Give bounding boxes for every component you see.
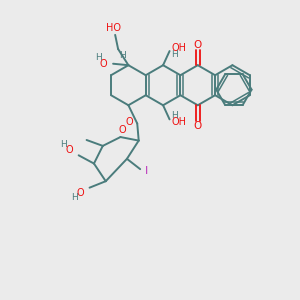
Text: O: O — [118, 125, 126, 135]
Text: I: I — [145, 167, 148, 176]
Text: H: H — [95, 53, 102, 62]
Text: O: O — [194, 40, 202, 50]
Text: H: H — [61, 140, 67, 149]
Text: O: O — [100, 59, 107, 69]
Text: H: H — [171, 50, 178, 59]
Text: H: H — [119, 51, 126, 60]
Text: H: H — [71, 194, 78, 202]
Text: O: O — [76, 188, 84, 198]
Text: O: O — [65, 145, 73, 155]
Text: HO: HO — [106, 23, 121, 33]
Text: OH: OH — [172, 43, 187, 53]
Text: O: O — [194, 121, 202, 131]
Text: H: H — [171, 111, 178, 120]
Text: O: O — [125, 117, 133, 127]
Text: OH: OH — [172, 117, 187, 127]
